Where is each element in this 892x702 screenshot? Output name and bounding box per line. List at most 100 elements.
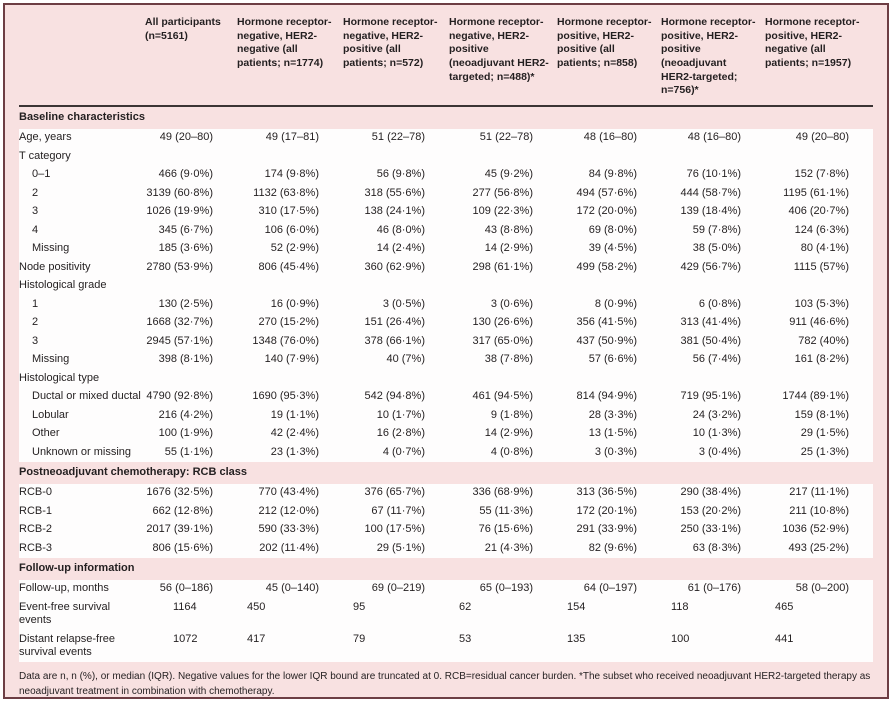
cell-value: 1690 (95·3%) xyxy=(237,387,343,407)
cell-value: 277 (56·8%) xyxy=(449,184,557,203)
column-header: Hormone receptor-positive, HER2-negative… xyxy=(765,5,873,107)
cell-value: 24 (3·2%) xyxy=(661,406,765,425)
table-row: Follow-up, months 56 (0–186) 45 (0–140) 69 … xyxy=(19,579,873,599)
cell-value: 911 (46·6%) xyxy=(765,313,873,333)
cell-value: 4 (0·8%) xyxy=(449,443,557,462)
table-row: RCB-3 806 (15·6%) 202 (11·4%) 29 (5·1%) 21 (… xyxy=(19,539,873,558)
table-panel: All participants (n=5161) Hormone recepto… xyxy=(3,3,889,699)
cell-value: 130 (2·5%) xyxy=(145,295,237,314)
cell-value: 55 (1·1%) xyxy=(145,443,237,462)
cell-value: 76 (10·1%) xyxy=(661,165,765,185)
table-row: 0–1 466 (9·0%) 174 (9·8%) 56 (9·8%) 45 (9·2%… xyxy=(19,165,873,185)
column-header: Hormone receptor-positive, HER2-positive… xyxy=(557,5,661,107)
cell-value: 1676 (32·5%) xyxy=(145,483,237,503)
cell-value: 106 (6·0%) xyxy=(237,221,343,240)
cell-value: 56 (9·8%) xyxy=(343,165,449,185)
cell-value: 212 (12·0%) xyxy=(237,502,343,521)
cell-value xyxy=(343,369,449,388)
table-row: RCB-1 662 (12·8%) 212 (12·0%) 67 (11·7%) 55 … xyxy=(19,502,873,521)
table-row: T category xyxy=(19,147,873,166)
row-label: RCB-3 xyxy=(19,539,145,558)
row-label: Missing xyxy=(19,350,145,370)
cell-value: 40 (7%) xyxy=(343,350,449,370)
cell-value: 10 (1·3%) xyxy=(661,424,765,444)
cell-value: 100 xyxy=(661,630,765,663)
table-row: Unknown or missing 55 (1·1%) 23 (1·3%) 4 (0… xyxy=(19,443,873,462)
cell-value xyxy=(449,147,557,166)
cell-value: 76 (15·6%) xyxy=(449,520,557,540)
table-body: Baseline characteristics Age, years 49 (20… xyxy=(19,106,873,663)
cell-value: 465 xyxy=(765,598,873,631)
cell-value: 56 (0–186) xyxy=(145,579,237,599)
cell-value: 82 (9·6%) xyxy=(557,539,661,558)
section-label: Baseline characteristics xyxy=(19,111,145,124)
cell-value: 461 (94·5%) xyxy=(449,387,557,407)
cell-value: 84 (9·8%) xyxy=(557,165,661,185)
column-header: Hormone receptor-negative, HER2-positive… xyxy=(449,5,557,107)
table-head-row: All participants (n=5161) Hormone recepto… xyxy=(19,5,873,107)
cell-value: 159 (8·1%) xyxy=(765,406,873,425)
cell-value: 202 (11·4%) xyxy=(237,539,343,558)
table-row: Histological grade xyxy=(19,276,873,296)
cell-value: 441 xyxy=(765,630,873,663)
cell-value xyxy=(661,369,765,388)
cell-value: 118 xyxy=(661,598,765,631)
cell-value: 154 xyxy=(557,598,661,631)
cell-value: 1195 (61·1%) xyxy=(765,184,873,203)
cell-value: 138 (24·1%) xyxy=(343,202,449,222)
cell-value: 45 (9·2%) xyxy=(449,165,557,185)
row-label: Node positivity xyxy=(19,258,145,277)
cell-value: 109 (22·3%) xyxy=(449,202,557,222)
cell-value: 64 (0–197) xyxy=(557,579,661,599)
cell-value: 13 (1·5%) xyxy=(557,424,661,444)
cell-value: 662 (12·8%) xyxy=(145,502,237,521)
row-label: RCB-0 xyxy=(19,483,145,503)
table-row: 2 3139 (60·8%) 1132 (63·8%) 318 (55·6%) 277 … xyxy=(19,184,873,203)
table-row: Missing 398 (8·1%) 140 (7·9%) 40 (7%) 38 (7·… xyxy=(19,350,873,370)
cell-value: 42 (2·4%) xyxy=(237,424,343,444)
cell-value: 782 (40%) xyxy=(765,332,873,351)
cell-value: 336 (68·9%) xyxy=(449,483,557,503)
cell-value: 62 xyxy=(449,598,557,631)
cell-value: 130 (26·6%) xyxy=(449,313,557,333)
table-row: 3 1026 (19·9%) 310 (17·5%) 138 (24·1%) 109 (… xyxy=(19,202,873,222)
cell-value: 3 (0·3%) xyxy=(557,443,661,462)
cell-value: 806 (45·4%) xyxy=(237,258,343,277)
cell-value: 185 (3·6%) xyxy=(145,239,237,259)
cell-value xyxy=(343,147,449,166)
cell-value: 51 (22–78) xyxy=(343,128,449,148)
cell-value: 61 (0–176) xyxy=(661,579,765,599)
row-label: Ductal or mixed ductal xyxy=(19,387,145,407)
cell-value: 1348 (76·0%) xyxy=(237,332,343,351)
cell-value: 80 (4·1%) xyxy=(765,239,873,259)
row-label: 1 xyxy=(19,295,145,314)
cell-value: 53 xyxy=(449,630,557,663)
cell-value: 493 (25·2%) xyxy=(765,539,873,558)
cell-value: 19 (1·1%) xyxy=(237,406,343,425)
cell-value: 56 (7·4%) xyxy=(661,350,765,370)
cell-value: 28 (3·3%) xyxy=(557,406,661,425)
cell-value: 1026 (19·9%) xyxy=(145,202,237,222)
cell-value: 153 (20·2%) xyxy=(661,502,765,521)
cell-value: 318 (55·6%) xyxy=(343,184,449,203)
cell-value: 313 (36·5%) xyxy=(557,483,661,503)
cell-value: 444 (58·7%) xyxy=(661,184,765,203)
table-row: Node positivity 2780 (53·9%) 806 (45·4%) 36… xyxy=(19,258,873,277)
column-header: Hormone receptor-negative, HER2-negative… xyxy=(237,5,343,107)
cell-value: 67 (11·7%) xyxy=(343,502,449,521)
row-label: Histological grade xyxy=(19,276,145,296)
cell-value: 1072 xyxy=(145,630,237,663)
cell-value: 25 (1·3%) xyxy=(765,443,873,462)
cell-value: 216 (4·2%) xyxy=(145,406,237,425)
cell-value: 46 (8·0%) xyxy=(343,221,449,240)
column-header-empty xyxy=(19,5,145,107)
row-label: Lobular xyxy=(19,406,145,425)
row-label: Missing xyxy=(19,239,145,259)
cell-value: 217 (11·1%) xyxy=(765,483,873,503)
cell-value: 1744 (89·1%) xyxy=(765,387,873,407)
row-label: 3 xyxy=(19,332,145,351)
cell-value: 16 (0·9%) xyxy=(237,295,343,314)
cell-value: 378 (66·1%) xyxy=(343,332,449,351)
cell-value xyxy=(145,369,237,388)
cell-value: 406 (20·7%) xyxy=(765,202,873,222)
